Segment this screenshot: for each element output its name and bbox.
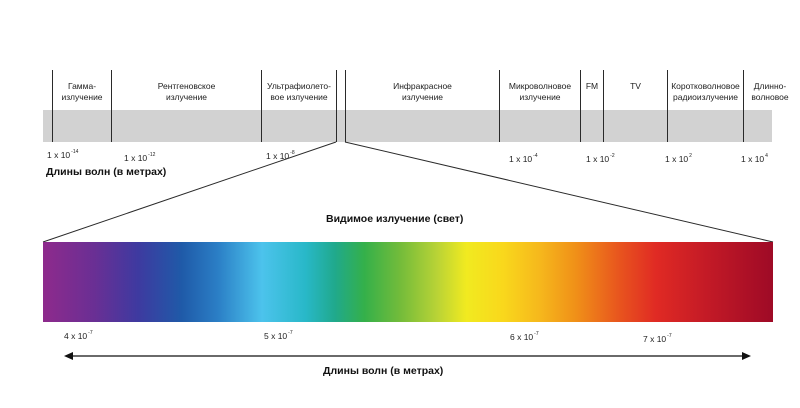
band-label-ultraviolet: Ультрафиолето- вое излучение (267, 81, 331, 102)
zoom-line-right (344, 141, 774, 243)
arrow-left-icon (64, 352, 73, 360)
band-divider (52, 70, 53, 142)
band-divider (261, 70, 262, 142)
band-divider (345, 70, 346, 142)
band-label-xray: Рентгеновское излучение (157, 81, 216, 102)
band-divider (743, 70, 744, 142)
band-label-microwave: Микроволновое излучение (508, 81, 572, 102)
band-label-gamma: Гамма- излучение (61, 81, 103, 102)
top-tick-label: 1 x 10-14 (47, 149, 79, 160)
bottom-tick-label: 4 x 10-7 (64, 330, 93, 341)
band-divider (580, 70, 581, 142)
band-divider (336, 70, 337, 142)
top-tick-label: 1 x 102 (665, 153, 692, 164)
band-divider (603, 70, 604, 142)
band-label-shortwave: Коротковолновое радиоизлучение (671, 81, 740, 102)
band-divider (111, 70, 112, 142)
band-label-longwave: Длинно- волновое (751, 81, 789, 102)
top-tick-label: 1 x 10-8 (266, 150, 295, 161)
top-tick-label: 1 x 104 (741, 153, 768, 164)
band-divider (667, 70, 668, 142)
bottom-tick-label: 5 x 10-7 (264, 330, 293, 341)
bottom-axis-title: Длины волн (в метрах) (323, 365, 444, 377)
top-tick-label: 1 x 10-12 (124, 152, 156, 163)
arrow-right-icon (742, 352, 751, 360)
top-tick-label: 1 x 10-4 (509, 153, 538, 164)
band-divider (499, 70, 500, 142)
em-spectrum-band (43, 110, 772, 142)
top-tick-label: 1 x 10-2 (586, 153, 615, 164)
band-label-tv: TV (630, 81, 641, 91)
band-label-fm: FM (585, 81, 599, 91)
visible-light-title: Видимое излучение (свет) (326, 213, 464, 225)
band-label-infrared: Инфракрасное излучение (393, 81, 452, 102)
top-axis-title: Длины волн (в метрах) (46, 166, 167, 178)
bottom-tick-label: 6 x 10-7 (510, 331, 539, 342)
zoom-line-left (42, 141, 337, 243)
visible-spectrum (43, 242, 773, 322)
bottom-tick-label: 7 x 10-7 (643, 333, 672, 344)
